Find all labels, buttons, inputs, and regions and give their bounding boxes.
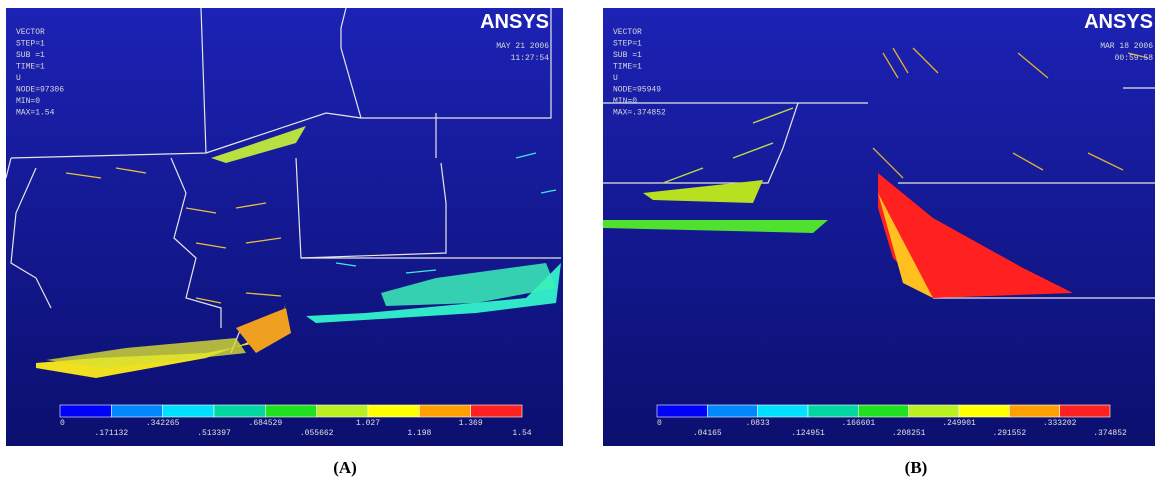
legend-swatch	[419, 405, 470, 417]
info-text: TIME=1	[613, 63, 642, 72]
legend-label: 0	[657, 419, 662, 428]
legend-swatch	[758, 405, 808, 417]
panel-a: 0 .342265 .684529 1.027 1.369 .171132 .513397.…	[6, 8, 563, 446]
legend-label: .684529	[249, 419, 283, 428]
date: MAY 21 2006	[496, 42, 549, 51]
legend-swatch	[808, 405, 858, 417]
info-text: TIME=1	[16, 63, 45, 72]
legend-label: .04165	[693, 429, 722, 438]
legend-label: .166601	[842, 419, 876, 428]
legend-label: .333202	[1043, 419, 1077, 428]
info-text: MAX=.374852	[613, 109, 666, 118]
info-text: SUB =1	[16, 51, 45, 60]
info-text: NODE=97306	[16, 86, 64, 95]
logo: ANSYS	[1084, 11, 1153, 33]
legend-swatch	[317, 405, 368, 417]
legend-label: 1.369	[459, 419, 483, 428]
legend-swatch	[657, 405, 707, 417]
legend-label: .055662	[300, 429, 334, 438]
legend-label: .374852	[1093, 429, 1127, 438]
legend-swatch	[959, 405, 1009, 417]
logo: ANSYS	[480, 11, 549, 33]
info-text: STEP=1	[613, 40, 642, 49]
legend-label: .171132	[95, 429, 129, 438]
legend-swatch	[858, 405, 908, 417]
legend-swatch	[471, 405, 522, 417]
legend-swatch	[214, 405, 265, 417]
legend-label: 1.198	[407, 429, 431, 438]
legend-label: .124951	[791, 429, 825, 438]
info-text: MIN=0	[16, 97, 40, 106]
legend-swatch	[163, 405, 214, 417]
info-text: VECTOR	[613, 28, 642, 37]
legend-label: .0833	[746, 419, 770, 428]
legend-swatch	[111, 405, 162, 417]
page: 0 .342265 .684529 1.027 1.369 .171132 .513397.…	[0, 0, 1155, 492]
info-text: MAX=1.54	[16, 109, 55, 118]
info-text: U	[613, 74, 618, 83]
time: 11:27:54	[511, 54, 550, 63]
time: 00:59:58	[1115, 54, 1154, 63]
info-text: U	[16, 74, 21, 83]
legend-swatch	[1009, 405, 1059, 417]
legend-label: 0	[60, 419, 65, 428]
date: MAR 18 2006	[1100, 42, 1153, 51]
legend-label: 1.027	[356, 419, 380, 428]
info-text: VECTOR	[16, 28, 45, 37]
background	[6, 8, 563, 446]
legend-swatch	[707, 405, 757, 417]
legend-swatch	[265, 405, 316, 417]
info-text: NODE=95949	[613, 86, 661, 95]
legend-label: .249901	[942, 419, 976, 428]
legend-label: .291552	[993, 429, 1027, 438]
legend-swatch	[909, 405, 959, 417]
legend-label: .208251	[892, 429, 926, 438]
info-text: SUB =1	[613, 51, 642, 60]
legend-label: .342265	[146, 419, 180, 428]
info-text: MIN=0	[613, 97, 637, 106]
legend-swatch	[1060, 405, 1110, 417]
legend-swatch	[60, 405, 111, 417]
legend-label: .513397	[197, 429, 231, 438]
caption: (A)	[305, 458, 385, 478]
legend-swatch	[368, 405, 419, 417]
legend-label: 1.54	[512, 429, 531, 438]
panel-b: 0 .0833 .166601 .249901 .333202 .04165 .124951…	[603, 8, 1155, 446]
info-text: STEP=1	[16, 40, 45, 49]
caption: (B)	[876, 458, 956, 478]
